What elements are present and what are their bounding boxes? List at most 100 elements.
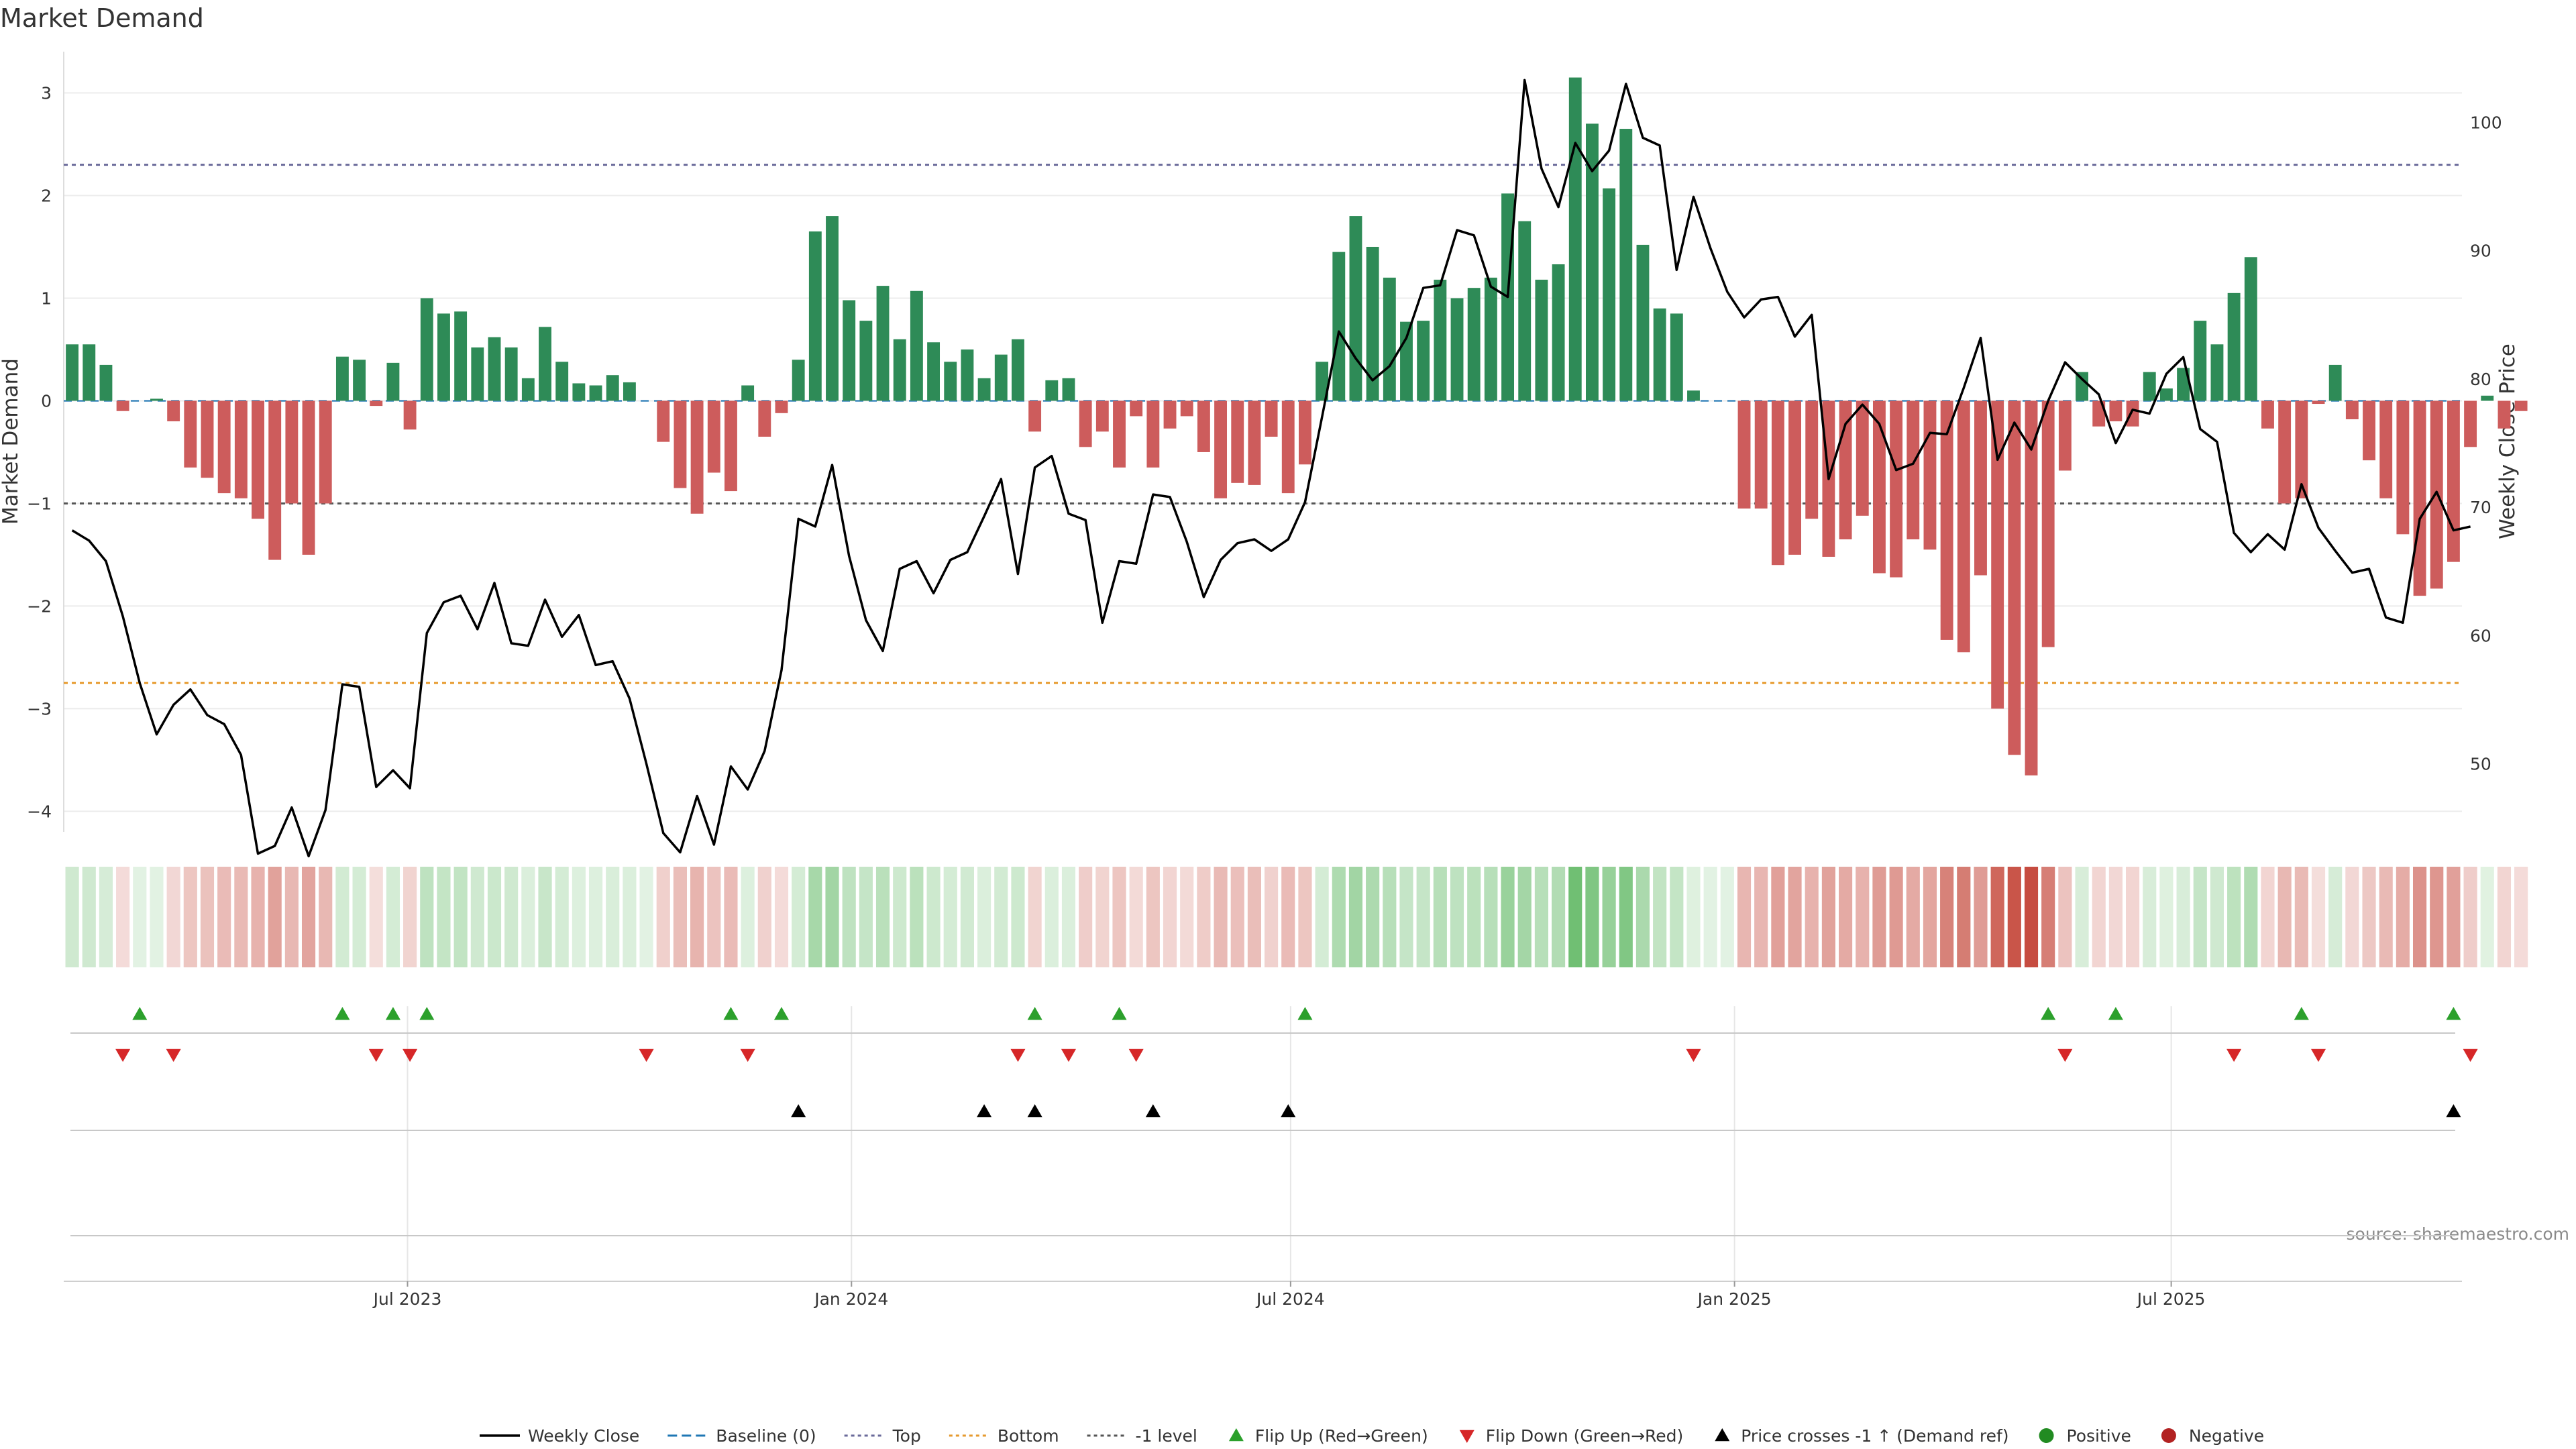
positive-demand-bar xyxy=(150,398,163,401)
flip-up-marker xyxy=(385,1007,400,1020)
positive-demand-bar xyxy=(893,339,906,401)
negative-demand-bar xyxy=(2396,400,2410,535)
positive-demand-bar xyxy=(504,347,518,401)
negative-demand-bar xyxy=(1940,400,1953,640)
positive-demand-bar xyxy=(2328,364,2342,401)
negative-demand-bar xyxy=(1028,400,1042,432)
y-tick-label: −4 xyxy=(27,802,52,821)
heat-band-cell xyxy=(1839,867,1853,967)
y-tick-label: 3 xyxy=(41,83,52,103)
heat-band-cell xyxy=(2176,867,2190,967)
positive-demand-bar xyxy=(454,311,468,401)
positive-demand-bar xyxy=(2143,372,2156,401)
heat-band-cell xyxy=(2514,867,2528,967)
negative-demand-bar xyxy=(1281,400,1295,494)
positive-demand-bar xyxy=(2159,388,2173,401)
heat-band-cell xyxy=(893,867,907,967)
heat-band-cell xyxy=(2041,867,2055,967)
positive-demand-bar xyxy=(1012,339,1024,401)
y-tick-label: −3 xyxy=(27,699,52,718)
heat-band-cell xyxy=(2244,867,2258,967)
negative-demand-bar xyxy=(2126,400,2139,427)
positive-demand-bar xyxy=(961,349,974,401)
legend-label: Top xyxy=(892,1426,921,1446)
positive-demand-bar xyxy=(488,337,501,401)
heat-band-cell xyxy=(150,867,164,967)
positive-demand-bar xyxy=(335,356,349,401)
heat-band-cell xyxy=(369,867,383,967)
legend-swatch xyxy=(1459,1430,1474,1443)
negative-demand-bar xyxy=(2345,400,2359,419)
heat-band-cell xyxy=(2227,867,2241,967)
negative-demand-bar xyxy=(167,400,180,422)
price-cross-marker xyxy=(977,1104,992,1118)
heat-band-cell xyxy=(2294,867,2308,967)
price-line-group xyxy=(71,78,2471,858)
negative-demand-bar xyxy=(1839,400,1852,539)
heat-band-cell xyxy=(1315,867,1329,967)
negative-demand-bar xyxy=(1856,400,1869,516)
negative-demand-bar xyxy=(1197,400,1210,452)
legend-label: Baseline (0) xyxy=(716,1426,816,1446)
heat-band-cell xyxy=(99,867,113,967)
positive-demand-bar xyxy=(944,362,957,401)
flip-down-marker xyxy=(402,1049,418,1062)
positive-demand-bar xyxy=(927,342,941,401)
heat-band-cell xyxy=(673,867,687,967)
x-tick-label: Jul 2024 xyxy=(1255,1289,1325,1309)
heat-band-cell xyxy=(2430,867,2444,967)
negative-demand-bar xyxy=(1214,400,1228,498)
heat-band-cell xyxy=(994,867,1008,967)
positive-demand-bar xyxy=(521,378,535,401)
positive-demand-bar xyxy=(589,385,602,401)
positive-demand-bar xyxy=(741,385,755,401)
heat-band-cell xyxy=(1214,867,1228,967)
heat-band-cell xyxy=(319,867,333,967)
positive-demand-bar xyxy=(1484,277,1497,401)
heat-band-cell xyxy=(1112,867,1126,967)
heat-band-cell xyxy=(690,867,704,967)
heat-band-cell xyxy=(1737,867,1752,967)
heat-band-cell xyxy=(1348,867,1363,967)
flip-up-marker xyxy=(1112,1007,1127,1020)
flip-up-marker xyxy=(2446,1007,2461,1020)
x-tick-label: Jul 2023 xyxy=(372,1289,442,1309)
heat-band-cell xyxy=(859,867,873,967)
heat-band-cell xyxy=(656,867,670,967)
negative-demand-bar xyxy=(1991,400,2004,709)
heat-band-cell xyxy=(2447,867,2461,967)
flip-down-marker xyxy=(1010,1049,1026,1062)
y-tick-label: 2 xyxy=(41,186,52,205)
flip-up-marker xyxy=(419,1007,435,1020)
heat-band-cell xyxy=(2379,867,2393,967)
positive-demand-bar xyxy=(2481,395,2494,401)
y-tick-label: 1 xyxy=(41,288,52,308)
heat-band-cell xyxy=(808,867,822,967)
heat-band-cell xyxy=(2261,867,2275,967)
flip-down-marker xyxy=(1061,1049,1076,1062)
flip-down-marker xyxy=(166,1049,181,1062)
negative-demand-bar xyxy=(2025,400,2038,775)
heat-band-cell xyxy=(623,867,637,967)
heat-band-cell xyxy=(2143,867,2157,967)
heat-band-cell xyxy=(1653,867,1667,967)
y-tick-label: 0 xyxy=(41,391,52,411)
positive-demand-bar xyxy=(2177,368,2190,401)
heat-band-cell xyxy=(2480,867,2494,967)
heat-band-cell xyxy=(1534,867,1548,967)
positive-demand-bar xyxy=(623,382,636,401)
heat-band-cell xyxy=(1602,867,1616,967)
flip-down-marker xyxy=(2311,1049,2326,1062)
heat-band-cell xyxy=(757,867,771,967)
positive-demand-bar xyxy=(572,383,586,401)
heat-band-cell xyxy=(1805,867,1819,967)
heat-band-cell xyxy=(741,867,755,967)
flip-up-marker xyxy=(2294,1007,2309,1020)
flip-down-marker xyxy=(115,1049,131,1062)
negative-demand-bar xyxy=(116,400,129,411)
heat-band-cell xyxy=(1129,867,1143,967)
negative-demand-bar xyxy=(1805,400,1819,519)
legend-label: Positive xyxy=(2067,1426,2131,1446)
negative-demand-bar xyxy=(217,400,231,494)
